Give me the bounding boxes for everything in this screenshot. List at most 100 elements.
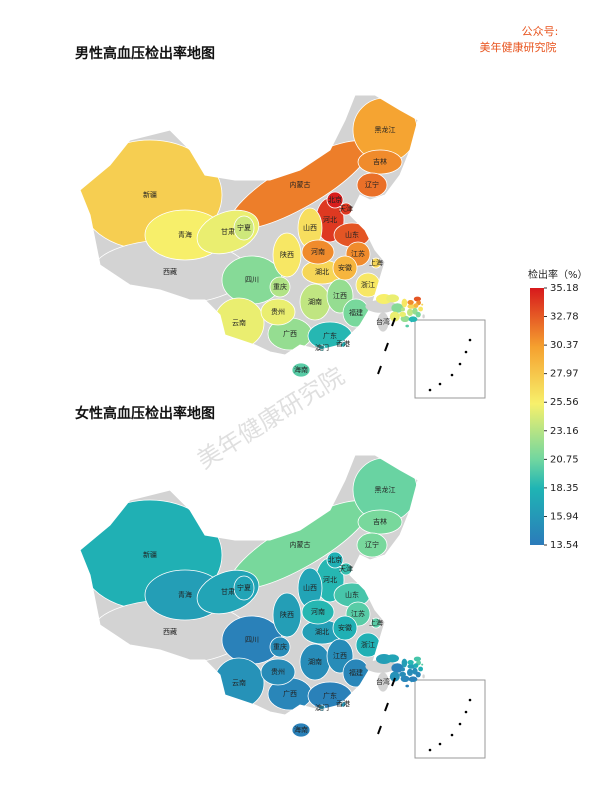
inset-province <box>422 314 425 319</box>
province <box>332 615 358 641</box>
province-label: 甘肃 <box>221 587 235 596</box>
inset-province <box>415 680 417 682</box>
province <box>332 255 358 281</box>
province-label: 北京 <box>328 195 342 204</box>
inset-province <box>415 311 421 318</box>
province-label: 重庆 <box>273 282 287 291</box>
colorbar-tick-label: 15.94 <box>550 511 579 522</box>
province-label: 福建 <box>349 668 363 677</box>
province-label: 四川 <box>245 276 259 284</box>
inset-province <box>407 308 413 316</box>
province-label: 河北 <box>323 216 337 224</box>
colorbar-tick-label: 23.16 <box>550 426 579 437</box>
dash <box>377 365 382 375</box>
province-label: 香港 <box>336 339 350 348</box>
province-label: 黑龙江 <box>375 485 396 494</box>
province-label: 湖南 <box>308 657 322 666</box>
province-label: 江西 <box>333 292 347 300</box>
inset-province <box>399 671 406 677</box>
province-label: 澳门 <box>315 343 329 352</box>
province-label: 山东 <box>345 230 359 239</box>
province-layer <box>80 457 418 711</box>
province <box>326 191 344 209</box>
inset-province <box>413 296 421 302</box>
province-label: 北京 <box>328 555 342 564</box>
province-label: 西藏 <box>163 267 177 276</box>
inset-province <box>418 306 423 312</box>
province-label: 吉林 <box>373 157 387 166</box>
inset-province <box>407 304 416 309</box>
province <box>339 562 353 576</box>
inset-province <box>421 303 424 306</box>
inset-province <box>413 656 421 662</box>
province <box>260 298 296 326</box>
province-label: 陕西 <box>280 250 294 259</box>
inset-province <box>408 676 418 682</box>
province <box>301 239 335 265</box>
header-name: 美年健康研究院 <box>480 40 557 54</box>
province-label: 内蒙古 <box>290 180 311 189</box>
inset-province <box>405 684 409 688</box>
watermark: 美年健康研究院 <box>192 362 349 475</box>
inset-province <box>407 300 414 305</box>
province-label: 浙江 <box>361 640 375 649</box>
inset-map <box>365 294 425 328</box>
province-label: 海南 <box>294 725 308 734</box>
province-label: 宁夏 <box>237 223 251 232</box>
province-label: 青海 <box>178 230 192 239</box>
province-label: 上海 <box>369 258 383 267</box>
province-label: 河南 <box>311 247 325 256</box>
province-label: 山西 <box>303 223 317 232</box>
province <box>357 149 403 175</box>
inset-province <box>391 663 404 673</box>
inset-province <box>418 666 423 672</box>
inset-dash <box>428 388 432 392</box>
inset-province <box>401 667 405 672</box>
province-label: 河北 <box>323 576 337 584</box>
province-label: 香港 <box>336 699 350 708</box>
province-label: 广东 <box>323 691 337 700</box>
inset-province <box>391 303 404 313</box>
province <box>260 658 296 686</box>
province <box>272 232 302 278</box>
province-label: 贵州 <box>271 307 285 316</box>
dash <box>391 317 396 327</box>
inset-dash <box>438 742 442 746</box>
province <box>339 700 347 708</box>
inset-province <box>401 307 405 312</box>
inset-dash <box>450 373 454 377</box>
province-label: 河南 <box>311 607 325 616</box>
province-label: 陕西 <box>280 610 294 619</box>
province-label: 广西 <box>283 689 297 698</box>
inset-dash <box>464 710 468 714</box>
colorbar-tick-label: 18.35 <box>550 483 579 494</box>
colorbar-tick-label: 13.54 <box>550 540 579 551</box>
province-label: 青海 <box>178 590 192 599</box>
colorbar-tick-label: 32.78 <box>550 312 579 323</box>
inset-dash <box>438 382 442 386</box>
province-label: 云南 <box>232 678 246 687</box>
inset-province <box>413 303 419 308</box>
province-label: 上海 <box>369 618 383 627</box>
inset-province <box>389 671 400 682</box>
inset-province <box>400 675 410 682</box>
province-label: 重庆 <box>273 642 287 651</box>
province <box>356 172 388 198</box>
inset-province <box>386 294 399 303</box>
inset-province <box>386 654 399 663</box>
province-label: 安徽 <box>338 623 352 632</box>
province-label: 广东 <box>323 331 337 340</box>
province <box>291 362 311 378</box>
province-label: 天津 <box>339 565 353 573</box>
map-title: 男性高血压检出率地图 <box>75 45 215 62</box>
province-label: 湖北 <box>315 627 329 636</box>
province-label: 新疆 <box>143 550 157 559</box>
province-label: 湖南 <box>308 297 322 306</box>
province-label: 四川 <box>245 636 259 644</box>
province-label: 江西 <box>333 652 347 660</box>
inset-province <box>415 320 417 322</box>
inset-province <box>422 674 425 679</box>
province-label: 黑龙江 <box>375 125 396 134</box>
province <box>370 257 382 269</box>
dash <box>384 702 389 712</box>
